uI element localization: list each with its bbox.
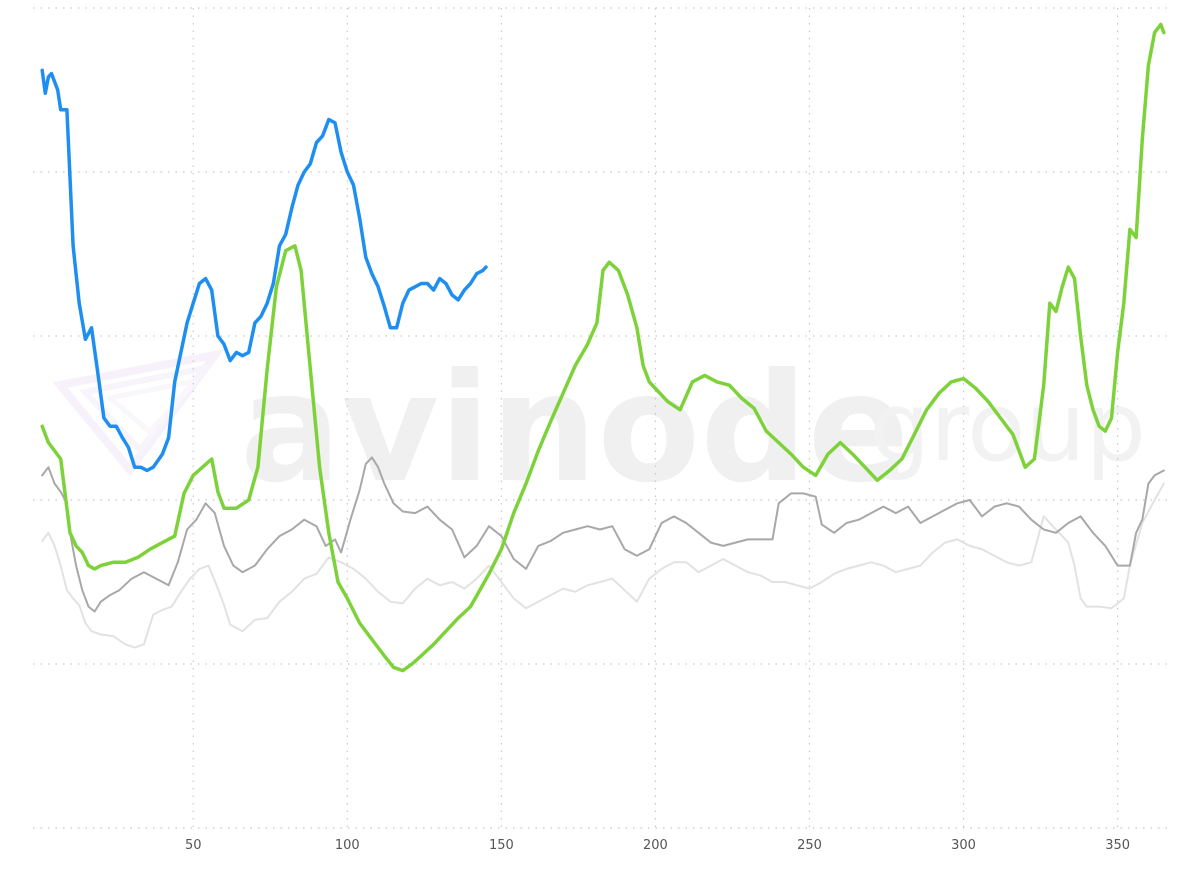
series-line-2 — [40, 22, 1166, 673]
watermark-logo-icon — [52, 349, 225, 477]
series-line-1 — [41, 456, 1165, 613]
x-tick-label: 250 — [797, 838, 822, 853]
series-line-0 — [41, 482, 1165, 649]
x-axis-ticks: 50 100 150 200 250 300 350 — [185, 838, 1130, 853]
x-tick-label: 200 — [643, 838, 668, 853]
series-line-3 — [40, 68, 488, 473]
series-lines — [40, 22, 1166, 673]
x-tick-label: 150 — [489, 838, 514, 853]
x-tick-label: 50 — [185, 838, 202, 853]
watermark: avinode group — [52, 342, 1146, 516]
gridlines — [33, 7, 1170, 829]
x-tick-label: 100 — [335, 838, 360, 853]
x-tick-label: 300 — [951, 838, 976, 853]
x-tick-label: 350 — [1105, 838, 1130, 853]
